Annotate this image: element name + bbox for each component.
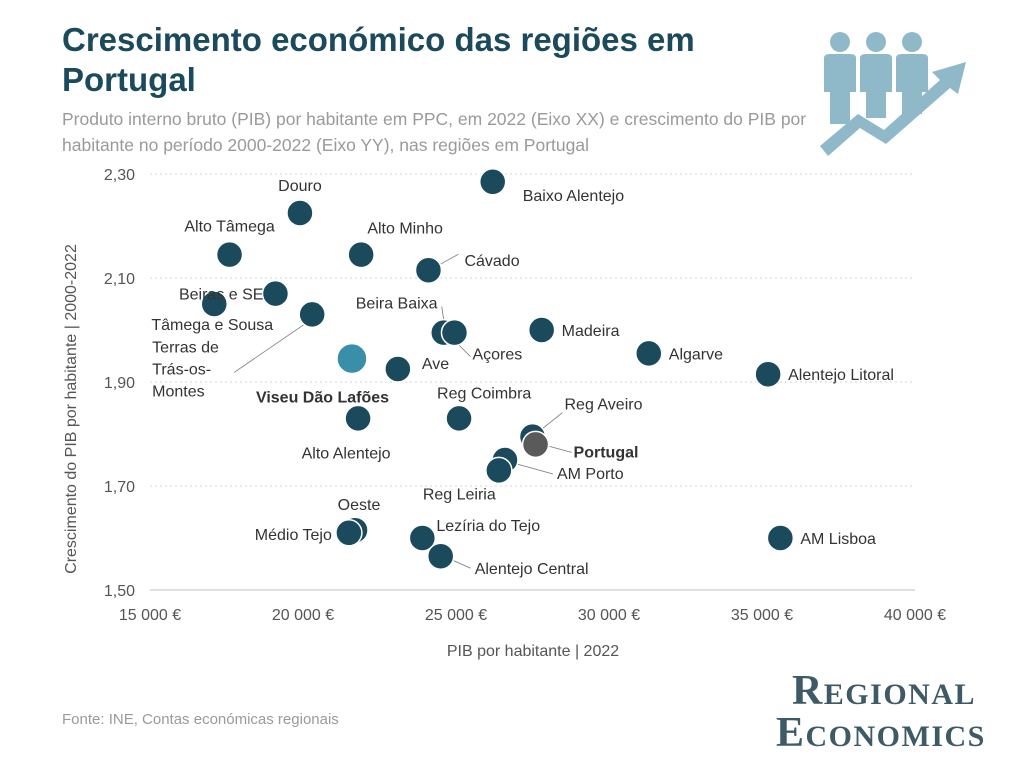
data-point bbox=[440, 318, 469, 347]
data-label: Oeste bbox=[338, 497, 381, 514]
data-label: AM Porto bbox=[557, 466, 624, 483]
leader-lines bbox=[233, 253, 572, 569]
data-point bbox=[527, 316, 556, 344]
data-point bbox=[384, 355, 412, 383]
data-label-line: Montes bbox=[152, 383, 204, 400]
x-tick-label: 40 000 € bbox=[884, 607, 946, 624]
leader-line bbox=[549, 446, 572, 453]
data-label: Alto Minho bbox=[367, 221, 443, 238]
data-points bbox=[200, 168, 795, 570]
people-growth-arrow-icon bbox=[820, 32, 966, 156]
data-label: Açores bbox=[472, 347, 522, 364]
data-label: AM Lisboa bbox=[800, 531, 876, 548]
data-label: Douro bbox=[278, 178, 322, 195]
data-label-line: Trás-os- bbox=[152, 361, 211, 378]
leader-line bbox=[542, 412, 563, 429]
data-label-line: Terras de bbox=[152, 339, 219, 356]
data-label: Portugal bbox=[574, 444, 639, 461]
data-point bbox=[336, 342, 368, 375]
x-tick-label: 35 000 € bbox=[731, 607, 793, 624]
leader-line bbox=[452, 559, 471, 569]
x-axis-label: PIB por habitante | 2022 bbox=[447, 643, 619, 660]
y-tick-label: 1,90 bbox=[104, 375, 135, 392]
data-label: Terras de Trás-os- Montes bbox=[152, 339, 219, 400]
source-note: Fonte: INE, Contas económicas regionais bbox=[62, 711, 339, 728]
data-label: Algarve bbox=[669, 346, 723, 363]
data-point bbox=[426, 542, 455, 570]
leader-line bbox=[441, 306, 445, 321]
data-label: Alto Tâmega bbox=[184, 219, 275, 236]
y-tick-label: 1,50 bbox=[104, 583, 135, 600]
x-tick-label: 25 000 € bbox=[425, 607, 487, 624]
data-point bbox=[485, 456, 513, 485]
chart-subtitle: Produto interno bruto (PIB) por habitant… bbox=[62, 109, 807, 155]
data-point bbox=[286, 199, 314, 227]
x-tick-label: 15 000 € bbox=[119, 607, 181, 624]
data-label: Baixo Alentejo bbox=[523, 188, 625, 205]
data-point bbox=[754, 360, 782, 388]
data-label: Reg Leiria bbox=[423, 486, 496, 503]
data-point bbox=[335, 519, 363, 547]
data-point bbox=[344, 404, 372, 433]
data-label: Cávado bbox=[464, 253, 519, 270]
data-point bbox=[200, 290, 229, 318]
data-point bbox=[635, 339, 663, 368]
data-label: Madeira bbox=[562, 323, 620, 340]
data-point bbox=[766, 524, 795, 552]
data-label: Reg Coimbra bbox=[437, 385, 531, 402]
y-tick-label: 2,10 bbox=[104, 271, 135, 288]
leader-line bbox=[516, 463, 554, 475]
data-label: Viseu Dão Lafões bbox=[256, 390, 389, 407]
y-axis-label: Crescimento do PIB por habitante | 2000-… bbox=[63, 244, 80, 574]
data-label: Lezíria do Tejo bbox=[436, 518, 540, 535]
data-labels: Douro Baixo Alentejo Alto Tâmega Alto Minho… bbox=[151, 178, 894, 578]
data-point bbox=[414, 256, 443, 284]
data-label: Reg Aveiro bbox=[565, 397, 643, 414]
data-label: Médio Tejo bbox=[255, 527, 332, 544]
data-label: Beira Baixa bbox=[356, 296, 438, 313]
data-point bbox=[298, 300, 326, 329]
data-point bbox=[521, 430, 550, 459]
x-tick-label: 20 000 € bbox=[272, 607, 334, 624]
data-label: Alentejo Central bbox=[475, 561, 589, 578]
data-point bbox=[478, 168, 507, 196]
regional-economics-logo: REGIONAL ECONOMICS bbox=[776, 668, 986, 756]
leader-line bbox=[233, 324, 305, 373]
data-point bbox=[347, 240, 375, 269]
x-tick-label: 30 000 € bbox=[578, 607, 640, 624]
data-label: Tâmega e Sousa bbox=[151, 317, 273, 334]
leader-line bbox=[440, 253, 459, 265]
data-point bbox=[445, 404, 473, 433]
data-label: Ave bbox=[422, 356, 449, 373]
data-point bbox=[408, 524, 437, 552]
data-label: Alentejo Litoral bbox=[788, 367, 894, 384]
chart-title: Crescimento económico das regiões em Por… bbox=[62, 21, 695, 98]
data-point bbox=[215, 240, 244, 269]
chart-axes: 1,50 1,70 1,90 2,10 2,30 15 000 € 20 000 € 25 0… bbox=[104, 167, 946, 624]
y-tick-label: 2,30 bbox=[104, 167, 135, 184]
y-tick-label: 1,70 bbox=[104, 479, 135, 496]
data-label: Beiras e SE bbox=[179, 287, 263, 304]
data-point bbox=[261, 279, 290, 308]
data-label: Alto Alentejo bbox=[302, 445, 391, 462]
leader-line bbox=[458, 344, 471, 357]
